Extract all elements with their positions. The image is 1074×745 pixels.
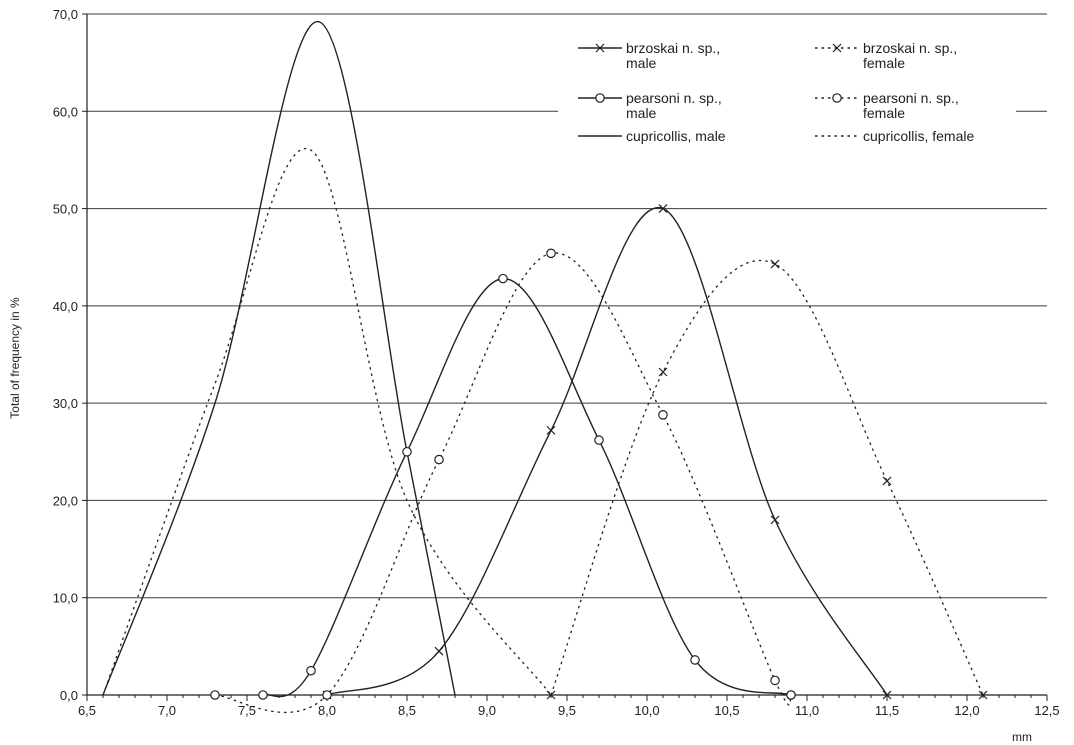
legend-marker-pearsoni_female: [832, 93, 842, 103]
y-tick-label: 30,0: [53, 396, 78, 411]
y-tick-label: 40,0: [53, 299, 78, 314]
data-point-brzoskai_female: [978, 690, 988, 700]
data-point-pearsoni_male: [402, 446, 412, 457]
x-marker-stroke: [546, 425, 556, 435]
series-markers: [210, 204, 988, 700]
data-point-pearsoni_female: [658, 410, 668, 420]
x-marker-stroke: [546, 690, 556, 700]
x-tick-label: 10,0: [634, 703, 659, 718]
data-point-brzoskai_female: [770, 259, 780, 269]
legend-label-pearsoni_male: male: [626, 105, 657, 121]
y-tick-labels: 0,0 10,0 20,0 30,0 40,0 50,0 60,0 70,0: [53, 7, 78, 703]
x-marker-stroke: [770, 259, 780, 269]
y-tick-label: 20,0: [53, 493, 78, 508]
data-point-pearsoni_female: [210, 690, 220, 700]
x-tick-label: 11,5: [875, 703, 899, 718]
data-point-pearsoni_female: [322, 690, 332, 700]
x-tick-label: 9,5: [558, 703, 576, 718]
data-point-brzoskai_male: [434, 646, 444, 656]
y-tick-label: 0,0: [60, 688, 78, 703]
data-point-brzoskai_female: [658, 367, 668, 377]
legend-label-cupricollis_male: cupricollis, male: [626, 128, 726, 144]
y-tick-label: 50,0: [53, 202, 78, 217]
data-point-brzoskai_male: [658, 204, 668, 213]
x-tick-labels: 6,5 7,0 7,5 8,0 8,5 9,0 9,5 10,0 10,5 11,0 11,5 12,…: [78, 703, 1060, 718]
x-tick-label: 7,0: [158, 703, 176, 718]
x-axis-title: mm: [1012, 730, 1032, 744]
data-point-brzoskai_male: [882, 690, 892, 700]
legend-label-brzoskai_male: male: [626, 55, 657, 71]
series-line-pearsoni_male: [262, 277, 792, 698]
legend-item-pearsoni_female: pearsoni n. sp.,female: [815, 90, 959, 121]
legend-label-brzoskai_female: female: [863, 55, 905, 71]
legend-item-pearsoni_male: pearsoni n. sp.,male: [578, 90, 722, 121]
legend-label-pearsoni_male: pearsoni n. sp.,: [626, 90, 722, 106]
data-point-pearsoni_male: [594, 435, 604, 445]
legend-item-brzoskai_female: brzoskai n. sp.,female: [815, 40, 957, 71]
legend-marker-pearsoni_male: [595, 93, 605, 103]
data-point-pearsoni_female: [546, 248, 556, 259]
series-line-cupricollis_female: [102, 147, 552, 696]
data-point-pearsoni_male: [258, 690, 268, 700]
x-marker-stroke: [658, 204, 668, 213]
series-line-cupricollis_male: [102, 21, 456, 696]
data-point-brzoskai_female: [546, 690, 556, 700]
legend-marker-brzoskai_male: [595, 43, 605, 53]
y-tick-label: 10,0: [53, 591, 78, 606]
data-point-brzoskai_female: [882, 476, 892, 486]
legend-item-cupricollis_female: cupricollis, female: [815, 128, 974, 144]
legend-item-cupricollis_male: cupricollis, male: [578, 128, 726, 144]
data-point-pearsoni_male: [306, 665, 316, 676]
x-marker-stroke: [658, 367, 668, 377]
x-tick-label: 12,0: [954, 703, 979, 718]
legend-label-brzoskai_male: brzoskai n. sp.,: [626, 40, 720, 56]
x-marker-stroke: [595, 43, 605, 53]
legend-label-cupricollis_female: cupricollis, female: [863, 128, 974, 144]
legend-label-brzoskai_female: brzoskai n. sp.,: [863, 40, 957, 56]
x-tick-label: 10,5: [714, 703, 739, 718]
x-marker-stroke: [770, 515, 780, 525]
series-line-pearsoni_female: [214, 252, 792, 714]
x-marker-stroke: [832, 43, 842, 53]
data-point-pearsoni_male: [498, 273, 508, 284]
y-axis-title: Total of frequency in %: [8, 297, 22, 419]
x-marker-stroke: [882, 690, 892, 700]
legend-label-pearsoni_female: female: [863, 105, 905, 121]
data-point-brzoskai_male: [546, 425, 556, 435]
x-marker-stroke: [978, 690, 988, 700]
x-tick-label: 7,5: [238, 703, 256, 718]
x-tick-label: 12,5: [1034, 703, 1059, 718]
y-tick-label: 70,0: [53, 7, 78, 22]
x-tick-label: 8,5: [398, 703, 416, 718]
data-point-pearsoni_female: [770, 675, 780, 686]
x-tick-label: 6,5: [78, 703, 96, 718]
data-point-pearsoni_female: [434, 454, 444, 465]
legend-item-brzoskai_male: brzoskai n. sp.,male: [578, 40, 720, 71]
x-tick-label: 11,0: [795, 703, 819, 718]
x-marker-stroke: [434, 646, 444, 656]
legend-marker-brzoskai_female: [832, 43, 842, 53]
x-tick-label: 8,0: [318, 703, 336, 718]
legend-box: [558, 34, 1016, 158]
data-point-brzoskai_male: [770, 515, 780, 525]
y-tick-label: 60,0: [53, 104, 78, 119]
x-tick-label: 9,0: [478, 703, 496, 718]
data-point-pearsoni_male: [690, 655, 700, 665]
legend-label-pearsoni_female: pearsoni n. sp.,: [863, 90, 959, 106]
data-point-pearsoni_female: [786, 690, 796, 700]
x-marker-stroke: [882, 476, 892, 486]
